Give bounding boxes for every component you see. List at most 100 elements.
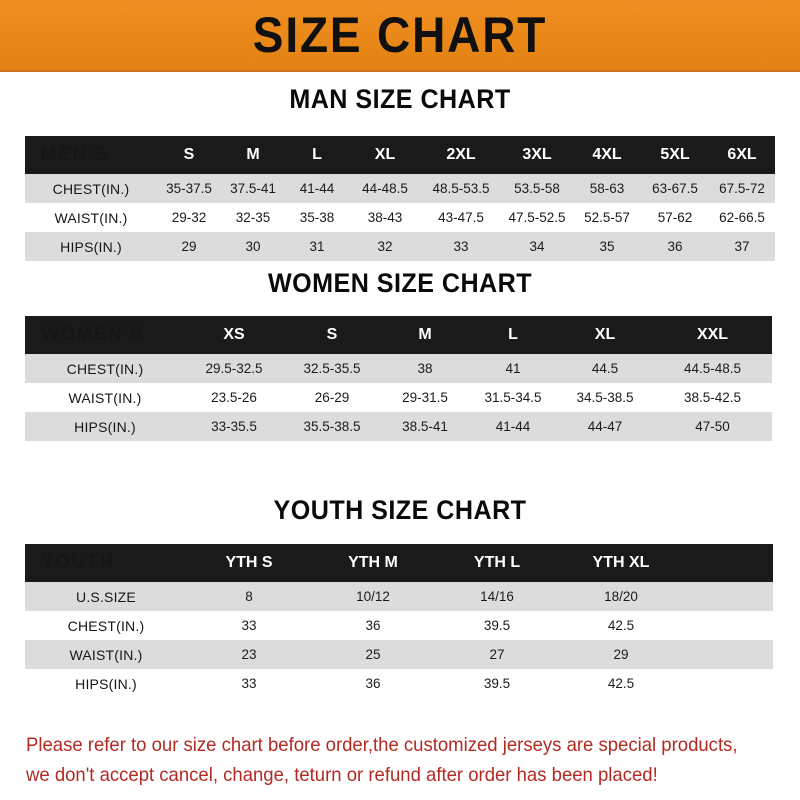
women-hips-xs: 33-35.5 <box>185 412 283 441</box>
women-chest-xl: 44.5 <box>557 354 653 383</box>
youth-hips-spacer <box>683 669 773 698</box>
man-chest-l: 41-44 <box>285 174 349 203</box>
youth-waist-xl: 29 <box>559 640 683 669</box>
women-hips-l: 41-44 <box>469 412 557 441</box>
table-row: WAIST(IN.) 29-32 32-35 35-38 38-43 43-47… <box>25 203 775 232</box>
disclaimer-line-2: we don't accept cancel, change, teturn o… <box>26 764 658 786</box>
man-header-size-s: S <box>157 136 221 174</box>
youth-header-label: YOUTH <box>25 544 187 582</box>
youth-row-label-ussize: U.S.SIZE <box>25 582 187 611</box>
table-row: HIPS(IN.) 33 36 39.5 42.5 <box>25 669 773 698</box>
youth-waist-spacer <box>683 640 773 669</box>
man-header-size-5xl: 5XL <box>641 136 709 174</box>
man-header-size-2xl: 2XL <box>421 136 501 174</box>
man-chest-5xl: 63-67.5 <box>641 174 709 203</box>
youth-row-label-waist: WAIST(IN.) <box>25 640 187 669</box>
women-header-label: WOMEN'S <box>25 316 185 354</box>
women-size-table-wrap: WOMEN'S XS S M L XL XXL CHEST(IN.) 29.5-… <box>25 316 772 441</box>
man-chest-xl: 44-48.5 <box>349 174 421 203</box>
man-header-size-l: L <box>285 136 349 174</box>
youth-header-spacer <box>683 544 773 582</box>
women-chest-m: 38 <box>381 354 469 383</box>
youth-header-size-l: YTH L <box>435 544 559 582</box>
man-waist-l: 35-38 <box>285 203 349 232</box>
youth-waist-m: 25 <box>311 640 435 669</box>
women-hips-xl: 44-47 <box>557 412 653 441</box>
man-waist-3xl: 47.5-52.5 <box>501 203 573 232</box>
man-chest-3xl: 53.5-58 <box>501 174 573 203</box>
women-waist-s: 26-29 <box>283 383 381 412</box>
man-size-table-wrap: MEN'S S M L XL 2XL 3XL 4XL 5XL 6XL CHEST… <box>25 136 775 261</box>
women-waist-xs: 23.5-26 <box>185 383 283 412</box>
section-title-man: MAN SIZE CHART <box>289 84 511 114</box>
section-title-youth: YOUTH SIZE CHART <box>273 495 527 525</box>
youth-ussize-m: 10/12 <box>311 582 435 611</box>
man-chest-m: 37.5-41 <box>221 174 285 203</box>
women-header-size-xl: XL <box>557 316 653 354</box>
youth-header-size-xl: YTH XL <box>559 544 683 582</box>
table-row: WAIST(IN.) 23 25 27 29 <box>25 640 773 669</box>
man-waist-6xl: 62-66.5 <box>709 203 775 232</box>
man-row-label-waist: WAIST(IN.) <box>25 203 157 232</box>
women-waist-xl: 34.5-38.5 <box>557 383 653 412</box>
youth-hips-m: 36 <box>311 669 435 698</box>
youth-row-label-hips: HIPS(IN.) <box>25 669 187 698</box>
youth-chest-xl: 42.5 <box>559 611 683 640</box>
youth-chest-m: 36 <box>311 611 435 640</box>
women-header-size-xs: XS <box>185 316 283 354</box>
women-hips-m: 38.5-41 <box>381 412 469 441</box>
youth-header-row: YOUTH YTH S YTH M YTH L YTH XL <box>25 544 773 582</box>
youth-row-label-chest: CHEST(IN.) <box>25 611 187 640</box>
man-header-size-xl: XL <box>349 136 421 174</box>
man-header-size-6xl: 6XL <box>709 136 775 174</box>
youth-ussize-s: 8 <box>187 582 311 611</box>
man-header-size-m: M <box>221 136 285 174</box>
man-header-label: MEN'S <box>25 136 157 174</box>
table-row: HIPS(IN.) 29 30 31 32 33 34 35 36 37 <box>25 232 775 261</box>
disclaimer-line-1: Please refer to our size chart before or… <box>26 734 738 756</box>
women-chest-l: 41 <box>469 354 557 383</box>
youth-waist-l: 27 <box>435 640 559 669</box>
man-waist-5xl: 57-62 <box>641 203 709 232</box>
man-hips-3xl: 34 <box>501 232 573 261</box>
man-waist-4xl: 52.5-57 <box>573 203 641 232</box>
man-hips-xl: 32 <box>349 232 421 261</box>
man-chest-6xl: 67.5-72 <box>709 174 775 203</box>
man-waist-2xl: 43-47.5 <box>421 203 501 232</box>
banner: SIZE CHART <box>0 0 800 72</box>
man-waist-m: 32-35 <box>221 203 285 232</box>
youth-header-size-m: YTH M <box>311 544 435 582</box>
women-waist-l: 31.5-34.5 <box>469 383 557 412</box>
disclaimer-note: Please refer to our size chart before or… <box>26 730 740 790</box>
youth-hips-s: 33 <box>187 669 311 698</box>
table-row: U.S.SIZE 8 10/12 14/16 18/20 <box>25 582 773 611</box>
man-hips-s: 29 <box>157 232 221 261</box>
man-chest-4xl: 58-63 <box>573 174 641 203</box>
women-waist-m: 29-31.5 <box>381 383 469 412</box>
man-header-size-4xl: 4XL <box>573 136 641 174</box>
women-chest-s: 32.5-35.5 <box>283 354 381 383</box>
women-chest-xs: 29.5-32.5 <box>185 354 283 383</box>
man-row-label-hips: HIPS(IN.) <box>25 232 157 261</box>
youth-ussize-xl: 18/20 <box>559 582 683 611</box>
women-row-label-chest: CHEST(IN.) <box>25 354 185 383</box>
table-row: WAIST(IN.) 23.5-26 26-29 29-31.5 31.5-34… <box>25 383 772 412</box>
man-waist-xl: 38-43 <box>349 203 421 232</box>
youth-chest-l: 39.5 <box>435 611 559 640</box>
women-header-size-m: M <box>381 316 469 354</box>
man-row-label-chest: CHEST(IN.) <box>25 174 157 203</box>
man-hips-6xl: 37 <box>709 232 775 261</box>
man-waist-s: 29-32 <box>157 203 221 232</box>
youth-header-size-s: YTH S <box>187 544 311 582</box>
women-header-row: WOMEN'S XS S M L XL XXL <box>25 316 772 354</box>
women-size-table: WOMEN'S XS S M L XL XXL CHEST(IN.) 29.5-… <box>25 316 772 441</box>
youth-chest-s: 33 <box>187 611 311 640</box>
youth-hips-xl: 42.5 <box>559 669 683 698</box>
youth-ussize-l: 14/16 <box>435 582 559 611</box>
women-header-size-s: S <box>283 316 381 354</box>
youth-size-table: YOUTH YTH S YTH M YTH L YTH XL U.S.SIZE … <box>25 544 773 698</box>
women-chest-xxl: 44.5-48.5 <box>653 354 772 383</box>
women-row-label-hips: HIPS(IN.) <box>25 412 185 441</box>
youth-chest-spacer <box>683 611 773 640</box>
